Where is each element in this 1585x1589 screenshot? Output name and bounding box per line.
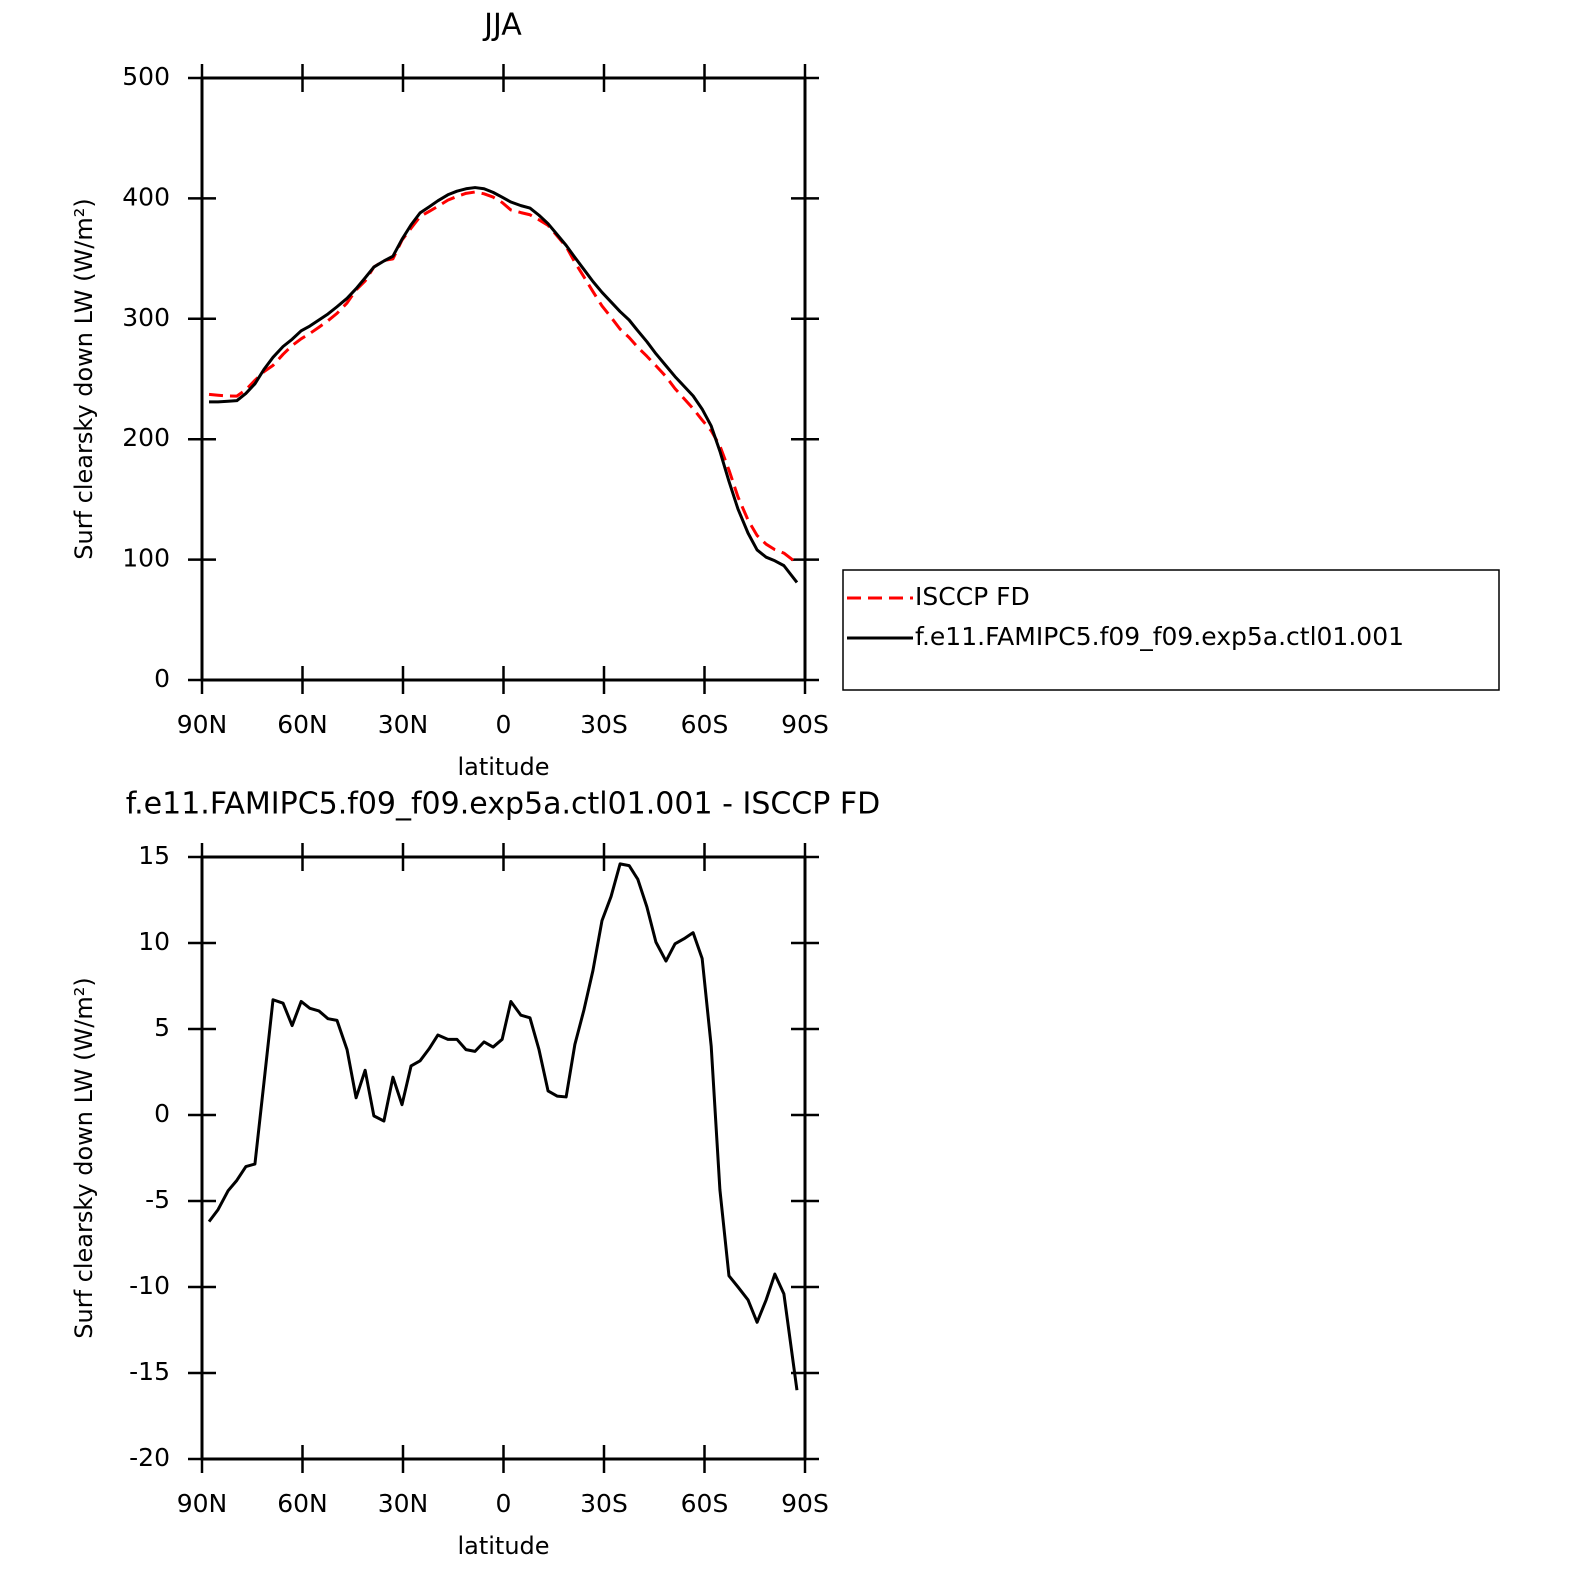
x-tick-label: 90N bbox=[177, 1489, 228, 1518]
y-tick-label: 15 bbox=[138, 841, 170, 870]
y-tick-label: 10 bbox=[138, 927, 170, 956]
legend-label: ISCCP FD bbox=[915, 582, 1030, 611]
legend-box bbox=[842, 569, 1500, 691]
legend-label: f.e11.FAMIPC5.f09_f09.exp5a.ctl01.001 bbox=[915, 622, 1404, 651]
x-tick-label: 60S bbox=[681, 710, 729, 739]
y-tick-label: 5 bbox=[154, 1013, 170, 1042]
y-tick-label: 400 bbox=[122, 182, 170, 211]
x-axis-label: latitude bbox=[457, 1532, 549, 1560]
x-tick-label: 30N bbox=[378, 1489, 429, 1518]
x-tick-label: 60N bbox=[277, 1489, 328, 1518]
y-tick-label: 500 bbox=[122, 62, 170, 91]
x-tick-label: 60S bbox=[681, 1489, 729, 1518]
y-tick-label: 100 bbox=[122, 544, 170, 573]
y-tick-label: -10 bbox=[129, 1271, 170, 1300]
y-tick-label: -20 bbox=[129, 1443, 170, 1472]
x-axis-label: latitude bbox=[457, 753, 549, 781]
y-axis-label: Surf clearsky down LW (W/m²) bbox=[70, 977, 98, 1338]
y-tick-label: -5 bbox=[145, 1185, 170, 1214]
chart-title: JJA bbox=[482, 8, 522, 43]
x-tick-label: 90N bbox=[177, 710, 228, 739]
x-tick-label: 90S bbox=[781, 1489, 829, 1518]
plot-frame bbox=[200, 855, 807, 1461]
data-line bbox=[207, 862, 799, 1391]
y-tick-label: 0 bbox=[154, 664, 170, 693]
y-tick-label: -15 bbox=[129, 1357, 170, 1386]
y-tick-label: 0 bbox=[154, 1099, 170, 1128]
x-tick-label: 0 bbox=[496, 710, 512, 739]
data-line bbox=[209, 186, 799, 584]
data-line bbox=[208, 190, 798, 565]
x-tick-label: 30S bbox=[580, 1489, 628, 1518]
x-tick-label: 30N bbox=[378, 710, 429, 739]
x-tick-label: 30S bbox=[580, 710, 628, 739]
y-tick-label: 300 bbox=[122, 303, 170, 332]
x-tick-label: 0 bbox=[496, 1489, 512, 1518]
y-axis-label: Surf clearsky down LW (W/m²) bbox=[70, 198, 98, 559]
plot-frame bbox=[200, 76, 807, 682]
x-tick-label: 90S bbox=[781, 710, 829, 739]
y-tick-label: 200 bbox=[122, 423, 170, 452]
chart-title: f.e11.FAMIPC5.f09_f09.exp5a.ctl01.001 - … bbox=[126, 787, 880, 822]
x-tick-label: 60N bbox=[277, 710, 328, 739]
